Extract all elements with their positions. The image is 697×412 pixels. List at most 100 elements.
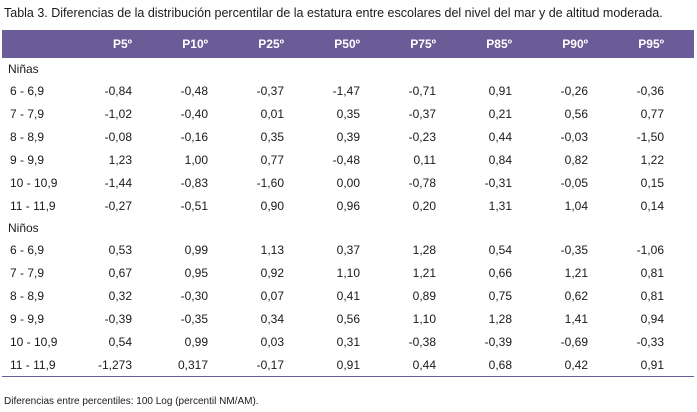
header-row: P5º P10º P25º P50º P75º P85º P90º P95º xyxy=(2,30,694,58)
value-cell: 1,23 xyxy=(108,152,132,167)
age-range-cell: 8 - 8,9 xyxy=(10,129,45,144)
header-cell: P5º xyxy=(86,30,162,58)
age-range-cell: 11 - 11,9 xyxy=(10,198,56,213)
value-cell: 0,92 xyxy=(260,265,284,280)
value-cell: 0,34 xyxy=(260,311,284,326)
value-cell: -0,05 xyxy=(560,175,588,190)
value-cell: -0,23 xyxy=(408,129,436,144)
age-range-cell: 10 - 10,9 xyxy=(10,175,58,190)
age-range-cell: 7 - 7,9 xyxy=(10,106,45,121)
group-row: Niñas xyxy=(2,58,694,79)
value-cell: -0,51 xyxy=(180,198,208,213)
value-cell: -1,47 xyxy=(332,83,360,98)
value-cell: 0,54 xyxy=(488,242,512,257)
table-row: 6 - 6,9 0,53 0,99 1,13 0,37 1,28 0,54 -0,35 -1,0… xyxy=(2,238,694,261)
value-cell: 0,37 xyxy=(336,242,360,257)
value-cell: -1,06 xyxy=(636,242,664,257)
value-cell: 1,41 xyxy=(564,311,588,326)
value-cell: -0,39 xyxy=(104,311,132,326)
group-row: Niños xyxy=(2,217,694,238)
group-label: Niñas xyxy=(8,61,39,76)
value-cell: -0,30 xyxy=(180,288,208,303)
value-cell: 0,44 xyxy=(488,129,512,144)
value-cell: 0,53 xyxy=(108,242,132,257)
value-cell: 0,96 xyxy=(336,198,360,213)
value-cell: -0,16 xyxy=(180,129,208,144)
header-cell: P90º xyxy=(542,30,618,58)
value-cell: -0,83 xyxy=(180,175,208,190)
value-cell: 0,56 xyxy=(336,311,360,326)
age-range-cell: 6 - 6,9 xyxy=(10,242,45,257)
table-row: 7 - 7,9 0,67 0,95 0,92 1,10 1,21 0,66 1,21 0,81 xyxy=(2,261,694,284)
value-cell: 0,20 xyxy=(412,198,436,213)
value-cell: 0,82 xyxy=(564,152,588,167)
value-cell: 0,11 xyxy=(413,152,436,167)
table-row: 9 - 9,9 -0,39 -0,35 0,34 0,56 1,10 1,28 1,41 0,9… xyxy=(2,307,694,330)
value-cell: -0,35 xyxy=(180,311,208,326)
value-cell: 0,32 xyxy=(108,288,132,303)
value-cell: 0,75 xyxy=(488,288,512,303)
value-cell: 0,42 xyxy=(542,353,618,377)
age-range-cell: 6 - 6,9 xyxy=(10,83,45,98)
header-cell: P10º xyxy=(162,30,238,58)
value-cell: 0,56 xyxy=(564,106,588,121)
value-cell: -0,35 xyxy=(560,242,588,257)
value-cell: 0,35 xyxy=(336,106,360,121)
value-cell: 0,15 xyxy=(640,175,664,190)
age-range-cell: 7 - 7,9 xyxy=(10,265,45,280)
value-cell: 0,77 xyxy=(640,106,664,121)
value-cell: 0,44 xyxy=(390,353,466,377)
age-range-cell: 8 - 8,9 xyxy=(10,288,45,303)
value-cell: 1,21 xyxy=(564,265,588,280)
value-cell: 0,62 xyxy=(564,288,588,303)
value-cell: 0,07 xyxy=(260,288,284,303)
value-cell: 0,21 xyxy=(488,106,512,121)
value-cell: 0,99 xyxy=(184,242,208,257)
value-cell: 0,81 xyxy=(640,265,664,280)
value-cell: -0,39 xyxy=(484,334,512,349)
value-cell: 1,31 xyxy=(488,198,512,213)
value-cell: 0,91 xyxy=(618,353,694,377)
value-cell: -0,48 xyxy=(180,83,208,98)
age-range-cell: 9 - 9,9 xyxy=(10,152,45,167)
value-cell: 1,10 xyxy=(336,265,360,280)
table-row: 8 - 8,9 0,32 -0,30 0,07 0,41 0,89 0,75 0,62 0,81 xyxy=(2,284,694,307)
value-cell: 1,28 xyxy=(488,311,512,326)
value-cell: -0,78 xyxy=(408,175,436,190)
value-cell: 0,54 xyxy=(108,334,132,349)
table-footnote: Diferencias entre percentiles: 100 Log (… xyxy=(4,396,259,407)
value-cell: -0,37 xyxy=(256,83,284,98)
value-cell: -1,50 xyxy=(636,129,664,144)
value-cell: 1,10 xyxy=(412,311,436,326)
table-row: 11 - 11,9 -1,273 0,317 -0,17 0,91 0,44 0,68 0,4… xyxy=(2,353,694,377)
value-cell: 0,00 xyxy=(336,175,360,190)
value-cell: 0,67 xyxy=(108,265,132,280)
value-cell: 0,14 xyxy=(640,198,664,213)
value-cell: 0,68 xyxy=(466,353,542,377)
header-corner xyxy=(2,30,86,58)
table-body: Niñas 6 - 6,9 -0,84 -0,48 -0,37 -1,47 -0,71 0,9… xyxy=(2,58,694,377)
header-cell: P25º xyxy=(238,30,314,58)
value-cell: 1,00 xyxy=(184,152,208,167)
header-cell: P75º xyxy=(390,30,466,58)
value-cell: 0,66 xyxy=(488,265,512,280)
table-row: 7 - 7,9 -1,02 -0,40 0,01 0,35 -0,37 0,21 0,56 0,… xyxy=(2,102,694,125)
value-cell: 1,21 xyxy=(412,265,436,280)
header-cell: P85º xyxy=(466,30,542,58)
header-cell: P95º xyxy=(618,30,694,58)
value-cell: 0,99 xyxy=(184,334,208,349)
value-cell: -0,36 xyxy=(636,83,664,98)
value-cell: 1,04 xyxy=(564,198,588,213)
value-cell: 0,89 xyxy=(412,288,436,303)
table-caption: Tabla 3. Diferencias de la distribución … xyxy=(4,6,663,20)
table-row: 8 - 8,9 -0,08 -0,16 0,35 0,39 -0,23 0,44 -0,03 -… xyxy=(2,125,694,148)
value-cell: 0,81 xyxy=(640,288,664,303)
value-cell: -0,84 xyxy=(104,83,132,98)
value-cell: -0,38 xyxy=(408,334,436,349)
value-cell: -0,69 xyxy=(560,334,588,349)
value-cell: 0,90 xyxy=(260,198,284,213)
age-range-cell: 9 - 9,9 xyxy=(10,311,45,326)
value-cell: 1,28 xyxy=(412,242,436,257)
value-cell: 0,03 xyxy=(260,334,284,349)
value-cell: -0,48 xyxy=(332,152,360,167)
